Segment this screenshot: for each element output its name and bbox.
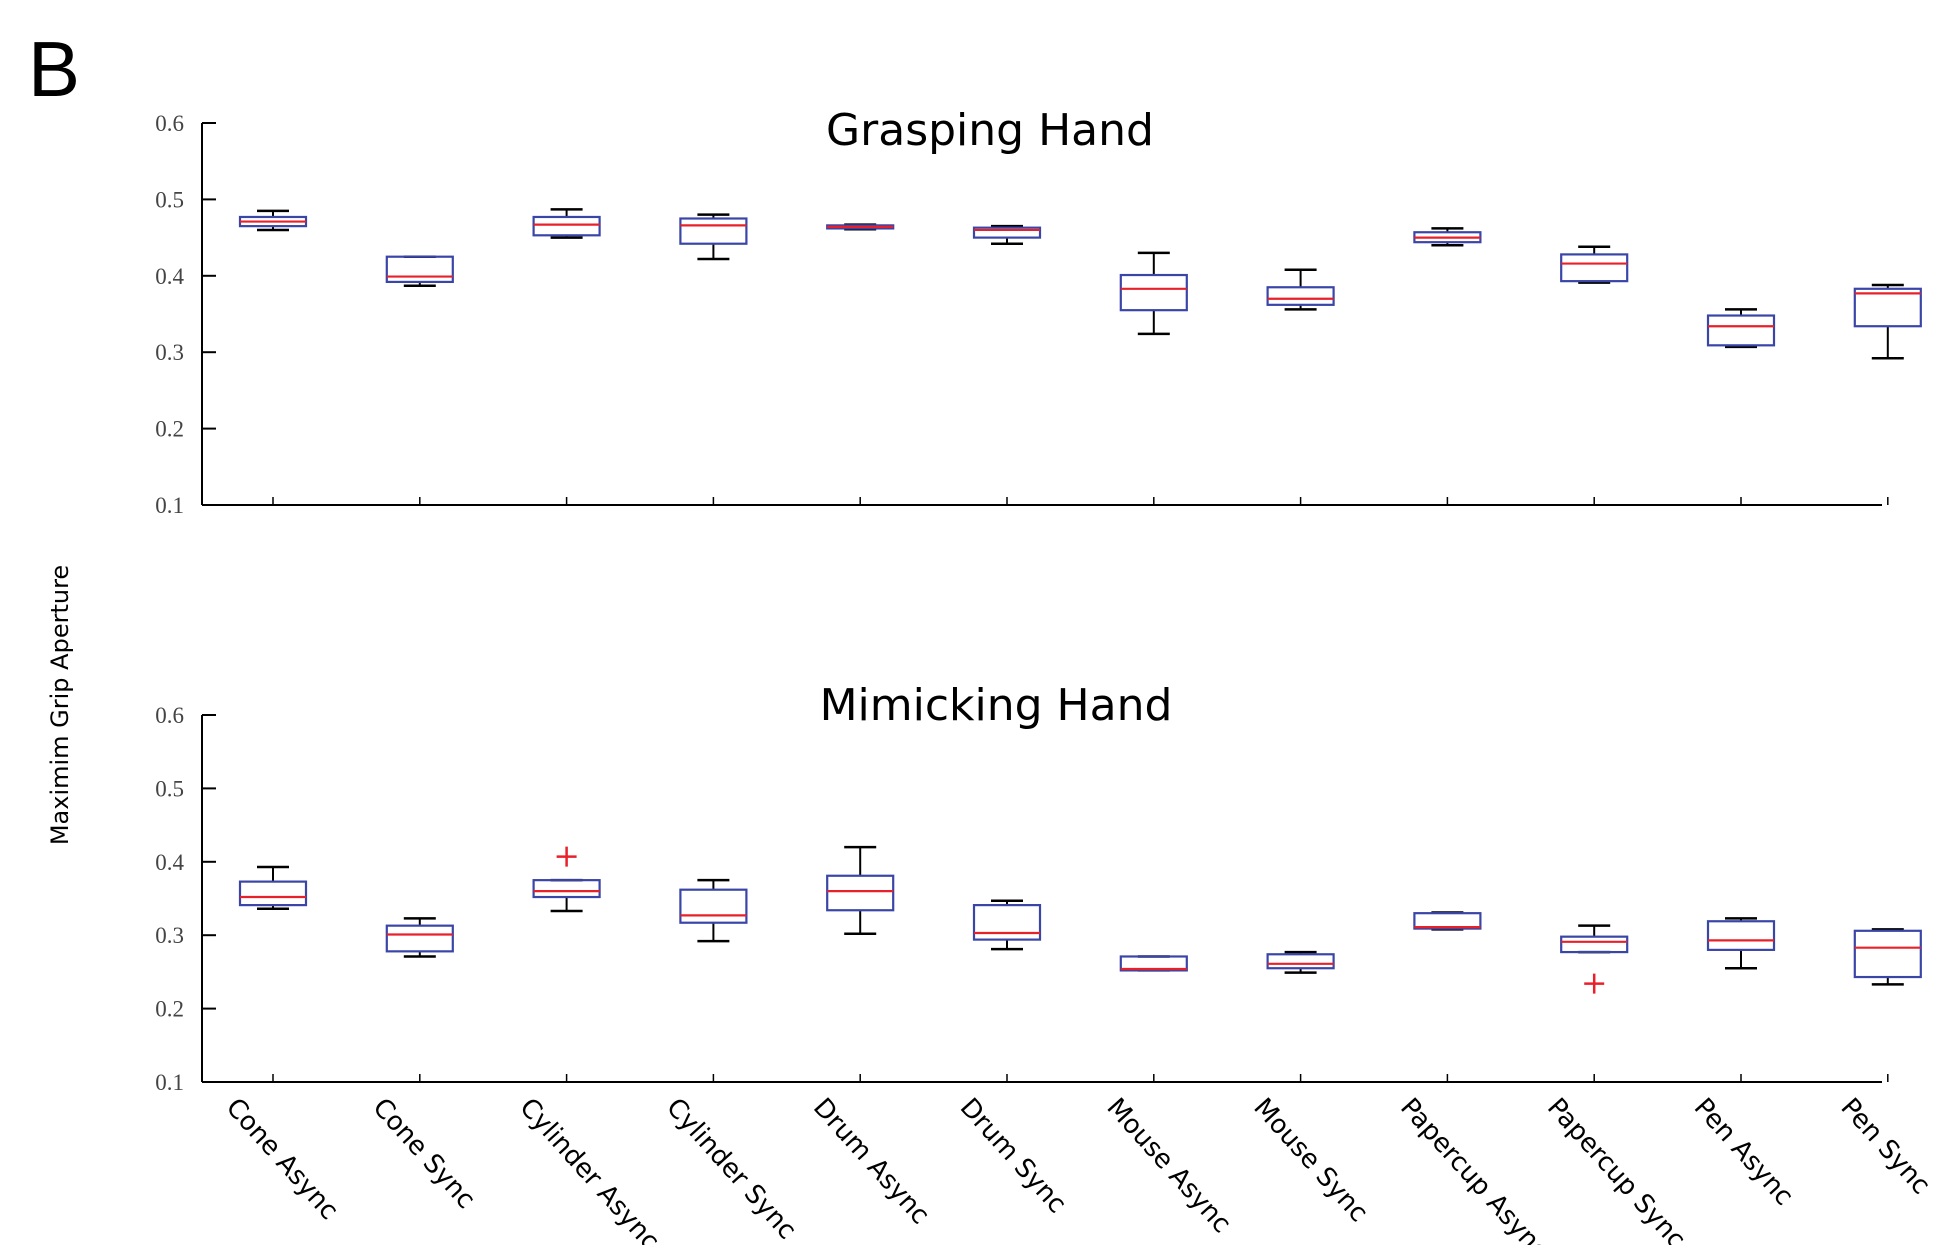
y-tick-label: 0.2 [155, 997, 184, 1022]
box-pen-sync [1853, 928, 1922, 986]
iqr-box [385, 255, 454, 284]
iqr-box [1413, 912, 1482, 930]
iqr-box [1560, 253, 1629, 283]
y-tick-label: 0.5 [155, 776, 184, 801]
chart-title: Grasping Hand [826, 105, 1154, 156]
y-tick-label: 0.1 [155, 493, 184, 518]
box-papercup-sync [1560, 245, 1629, 284]
box-pen-sync [1853, 283, 1922, 360]
chart-title: Mimicking Hand [820, 680, 1173, 731]
iqr-box [1853, 287, 1922, 328]
x-tick-label: Pen Sync [1835, 1093, 1936, 1201]
iqr-box [532, 215, 601, 237]
box-cylinder-async [532, 846, 601, 913]
y-tick-label: 0.4 [155, 850, 184, 875]
x-tick-label: Papercup Sync [1541, 1093, 1691, 1245]
y-axis-label: Maximim Grip Aperture [46, 565, 74, 845]
iqr-box [1853, 929, 1922, 979]
iqr-box [238, 880, 308, 907]
outlier-marker [1584, 973, 1605, 994]
box-cone-sync [385, 255, 454, 287]
box-cone-async [238, 865, 308, 911]
iqr-box [1266, 286, 1335, 306]
iqr-box [826, 874, 895, 912]
box-cylinder-sync [679, 213, 748, 261]
box-drum-async [826, 845, 895, 935]
x-tick-labels: Cone Async Cone Sync Cylinder AsyncCylinde… [220, 1093, 1936, 1245]
box-mouse-async [1119, 955, 1188, 972]
box-drum-sync [972, 224, 1042, 245]
x-tick-label: Cylinder Async [513, 1093, 665, 1245]
iqr-box [972, 904, 1042, 941]
box-cone-async [238, 209, 308, 232]
iqr-box [1560, 935, 1629, 954]
y-tick-label: 0.3 [155, 923, 184, 948]
x-tick-label: Mouse Sync [1247, 1093, 1373, 1228]
box-drum-sync [972, 899, 1042, 951]
box-mouse-sync [1266, 950, 1335, 974]
box-drum-async [826, 223, 895, 231]
iqr-box [972, 226, 1042, 239]
outlier-marker [556, 846, 577, 867]
x-tick-label: Drum Sync [954, 1093, 1072, 1220]
box-papercup-sync [1560, 924, 1629, 994]
iqr-box [679, 888, 748, 924]
box-papercup-async [1413, 227, 1482, 247]
y-tick-label: 0.3 [155, 340, 184, 365]
box-mouse-sync [1266, 268, 1335, 311]
y-tick-label: 0.4 [155, 264, 184, 289]
y-tick-label: 0.6 [155, 111, 184, 136]
y-tick-label: 0.1 [155, 1070, 184, 1095]
iqr-box [1119, 273, 1188, 312]
iqr-box [1119, 955, 1188, 972]
x-tick-label: Cone Async [220, 1093, 344, 1226]
x-tick-label: Papercup Async [1394, 1093, 1554, 1245]
x-tick-label: Pen Async [1688, 1093, 1799, 1212]
panel-label: B [28, 25, 80, 113]
iqr-box [385, 924, 454, 953]
grasping-hand-chart: Grasping Hand 0.1 0.2 0.3 0.4 0.5 0.6 [155, 105, 1922, 518]
iqr-box [1706, 314, 1776, 347]
x-tick-label: Drum Async [807, 1093, 935, 1231]
box-cylinder-async [532, 208, 601, 239]
iqr-box [1706, 920, 1776, 951]
x-tick-label: Cone Sync [367, 1093, 481, 1215]
box-pen-async [1706, 308, 1776, 349]
mimicking-hand-chart: Mimicking Hand 0.1 0.2 0.3 0.4 0.5 0.6 [155, 680, 1922, 1095]
box-cylinder-sync [679, 878, 748, 943]
box-mouse-async [1119, 251, 1188, 336]
iqr-box [532, 879, 601, 899]
x-tick-label: Cylinder Sync [660, 1093, 802, 1245]
iqr-box [1266, 953, 1335, 970]
y-tick-label: 0.2 [155, 417, 184, 442]
box-pen-async [1706, 917, 1776, 970]
box-cone-sync [385, 917, 454, 958]
box-papercup-async [1413, 911, 1482, 931]
x-tick-label: Mouse Async [1101, 1093, 1237, 1240]
y-tick-label: 0.6 [155, 703, 184, 728]
iqr-box [679, 217, 748, 245]
y-tick-label: 0.5 [155, 187, 184, 212]
